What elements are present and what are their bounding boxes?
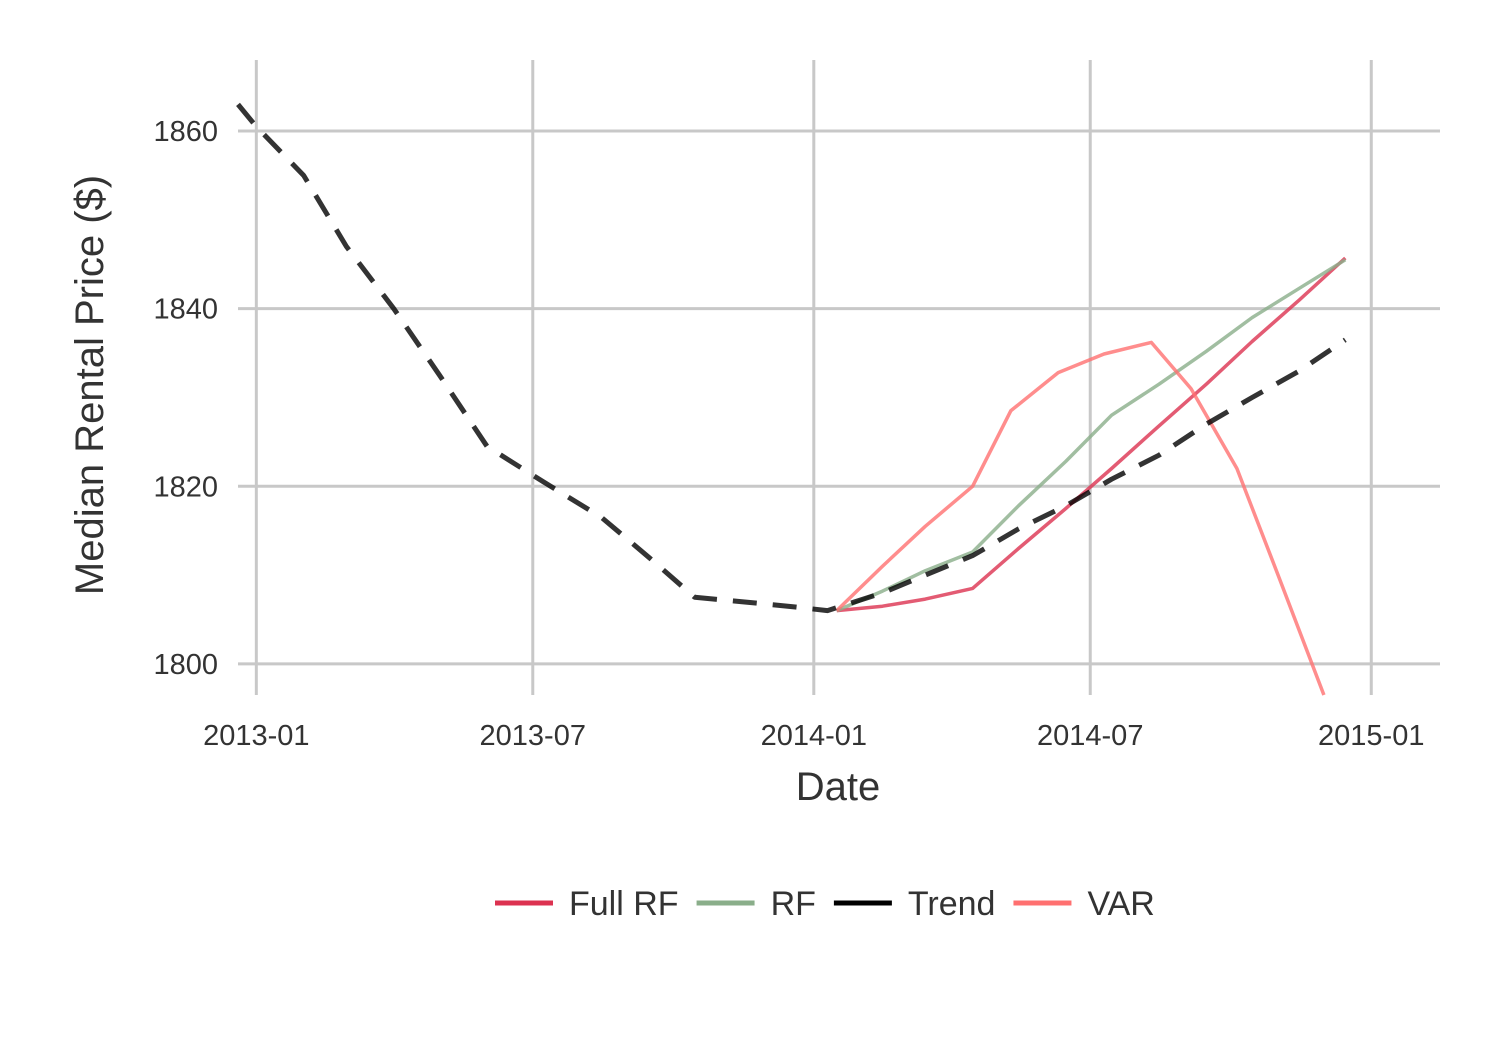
legend-label: VAR — [1087, 885, 1154, 923]
x-tick-label: 2015-01 — [1318, 720, 1424, 752]
legend-label: Full RF — [569, 885, 679, 923]
x-axis-title: Date — [796, 765, 881, 809]
series-layer — [236, 102, 1347, 696]
legend-item: Full RF — [495, 885, 679, 923]
grid — [238, 60, 1440, 695]
legend-item: Trend — [833, 885, 996, 923]
legend-label: Trend — [908, 885, 996, 923]
legend-item: VAR — [1013, 885, 1155, 923]
x-tick-label: 2014-07 — [1037, 720, 1143, 752]
y-tick-label: 1800 — [153, 649, 218, 681]
series-line-rf — [836, 258, 1347, 613]
series-line-full-rf — [836, 256, 1347, 613]
legend: Full RF RF Trend VAR — [495, 885, 1155, 923]
y-tick-label: 1840 — [153, 294, 218, 326]
y-axis-title: Median Rental Price ($) — [68, 175, 112, 595]
legend-item: RF — [696, 885, 816, 923]
series-line-var — [835, 340, 1326, 696]
series-line-trend — [236, 102, 1347, 614]
x-tick-label: 2014-01 — [761, 720, 867, 752]
tick-labels: 1800 1820 1840 1860 2013-01 2013-07 2014-01 201… — [153, 116, 1424, 752]
y-tick-label: 1860 — [153, 116, 218, 148]
x-tick-label: 2013-07 — [480, 720, 586, 752]
x-tick-label: 2013-01 — [203, 720, 309, 752]
y-tick-label: 1820 — [153, 471, 218, 503]
legend-label: RF — [771, 885, 816, 923]
